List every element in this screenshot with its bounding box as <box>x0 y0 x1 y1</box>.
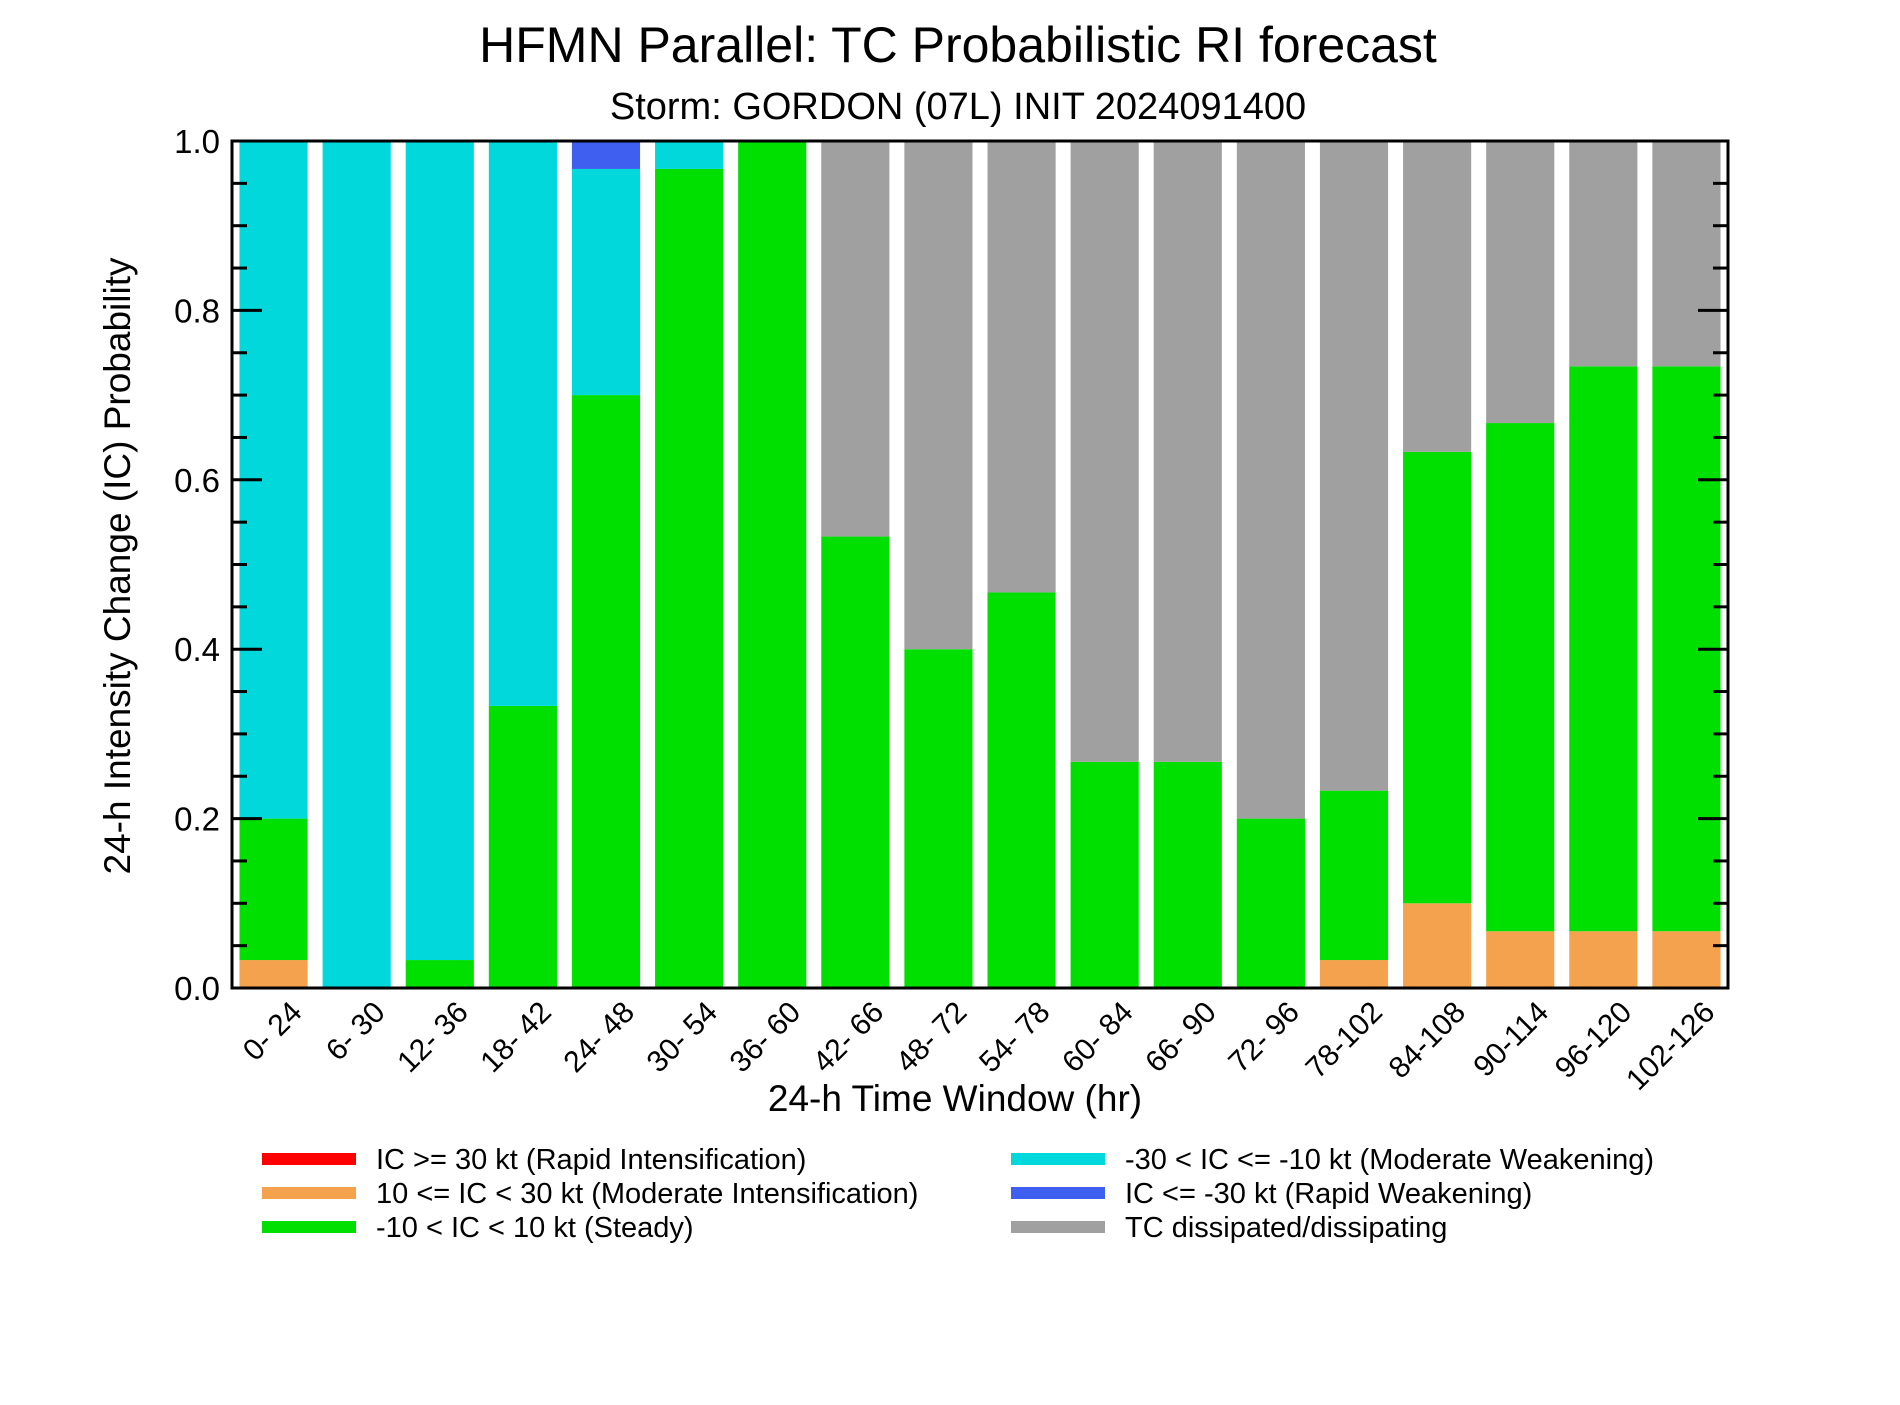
y-tick-label: 0.8 <box>174 292 220 329</box>
bar-segment-2-3 <box>488 705 557 988</box>
legend-label-5: TC dissipated/dissipating <box>1125 1212 1447 1244</box>
legend-label-1: 10 <= IC < 30 kt (Moderate Intensificati… <box>376 1178 918 1210</box>
bar-segment-1-15 <box>1486 931 1555 988</box>
bar-segment-2-13 <box>1319 790 1389 961</box>
bar-segment-3-3 <box>488 141 557 706</box>
x-tick-label: 48- 72 <box>890 996 973 1079</box>
bar-segment-5-8 <box>904 141 973 650</box>
bar-segment-2-5 <box>655 168 724 988</box>
bar-segment-1-14 <box>1403 903 1472 988</box>
legend-swatch-5 <box>1011 1221 1105 1233</box>
legend-label-0: IC >= 30 kt (Rapid Intensification) <box>376 1144 806 1176</box>
bar-segment-1-0 <box>239 960 308 988</box>
bar-segment-2-15 <box>1486 423 1555 932</box>
x-tick-label: 12- 36 <box>391 996 474 1079</box>
x-tick-label: 42- 66 <box>807 996 890 1079</box>
bar-segment-3-2 <box>405 141 474 961</box>
y-tick-label: 1.0 <box>174 123 220 160</box>
chart-subtitle: Storm: GORDON (07L) INIT 2024091400 <box>610 86 1306 128</box>
y-tick-label: 0.2 <box>174 801 220 838</box>
legend: IC >= 30 kt (Rapid Intensification)10 <=… <box>262 1144 1654 1244</box>
bar-segment-1-16 <box>1569 931 1638 988</box>
bar-segment-5-15 <box>1486 141 1555 424</box>
bar-segment-3-1 <box>322 141 391 988</box>
bar-segment-3-4 <box>571 168 641 396</box>
bars-layer <box>239 140 1721 989</box>
x-tick-label: 102-126 <box>1620 996 1721 1097</box>
legend-swatch-4 <box>1011 1187 1105 1199</box>
legend-swatch-2 <box>262 1221 356 1233</box>
bar-segment-2-12 <box>1236 818 1305 988</box>
bar-segment-2-2 <box>405 960 474 988</box>
y-tick-label: 0.4 <box>174 631 220 668</box>
bar-segment-5-13 <box>1319 141 1389 791</box>
bar-segment-5-11 <box>1153 141 1222 762</box>
chart-title: HFMN Parallel: TC Probabilistic RI forec… <box>479 17 1437 73</box>
legend-swatch-3 <box>1011 1153 1105 1165</box>
legend-label-4: IC <= -30 kt (Rapid Weakening) <box>1125 1178 1532 1210</box>
y-tick-label: 0.0 <box>174 970 220 1007</box>
bar-segment-2-10 <box>1070 761 1139 988</box>
y-axis-label: 24-h Intensity Change (IC) Probability <box>97 257 138 874</box>
bar-segment-5-12 <box>1236 141 1305 819</box>
x-tick-label: 90-114 <box>1467 996 1555 1084</box>
bar-segment-5-14 <box>1403 141 1472 452</box>
x-tick-label: 54- 78 <box>973 996 1056 1079</box>
x-tick-label: 60- 84 <box>1056 996 1139 1079</box>
legend-swatch-0 <box>262 1153 356 1165</box>
bar-segment-2-16 <box>1569 366 1638 932</box>
x-tick-label: 84-108 <box>1383 996 1472 1085</box>
bar-segment-2-6 <box>738 141 807 988</box>
y-tick-label: 0.6 <box>174 462 220 499</box>
bar-segment-2-4 <box>571 395 641 989</box>
x-tick-label: 78-102 <box>1300 996 1389 1085</box>
x-tick-label: 66- 90 <box>1139 996 1222 1079</box>
bar-segment-5-10 <box>1070 141 1139 762</box>
bar-segment-2-11 <box>1153 761 1222 988</box>
legend-swatch-1 <box>262 1187 356 1199</box>
x-tick-label: 6- 30 <box>320 996 392 1068</box>
bar-segment-5-17 <box>1652 140 1721 367</box>
x-tick-label: 24- 48 <box>557 996 640 1079</box>
bar-segment-1-13 <box>1319 960 1389 988</box>
x-tick-label: 18- 42 <box>474 996 557 1079</box>
x-axis-label: 24-h Time Window (hr) <box>768 1078 1142 1119</box>
bar-segment-2-9 <box>987 592 1056 988</box>
legend-label-2: -10 < IC < 10 kt (Steady) <box>376 1212 694 1244</box>
bar-segment-5-9 <box>987 141 1056 593</box>
x-tick-label: 72- 96 <box>1222 996 1305 1079</box>
bar-segment-2-7 <box>821 536 890 988</box>
x-tick-label: 0- 24 <box>237 996 309 1068</box>
bar-segment-5-7 <box>821 141 890 537</box>
bar-segment-1-17 <box>1652 931 1721 988</box>
bar-segment-4-4 <box>571 141 641 169</box>
x-tick-label: 30- 54 <box>641 996 724 1079</box>
bar-segment-2-14 <box>1403 451 1472 904</box>
bar-segment-2-0 <box>239 818 308 961</box>
bar-segment-3-5 <box>655 141 724 169</box>
x-tick-label: 36- 60 <box>724 996 807 1079</box>
bar-segment-2-8 <box>904 649 973 988</box>
legend-label-3: -30 < IC <= -10 kt (Moderate Weakening) <box>1125 1144 1654 1176</box>
bar-segment-5-16 <box>1569 140 1638 367</box>
